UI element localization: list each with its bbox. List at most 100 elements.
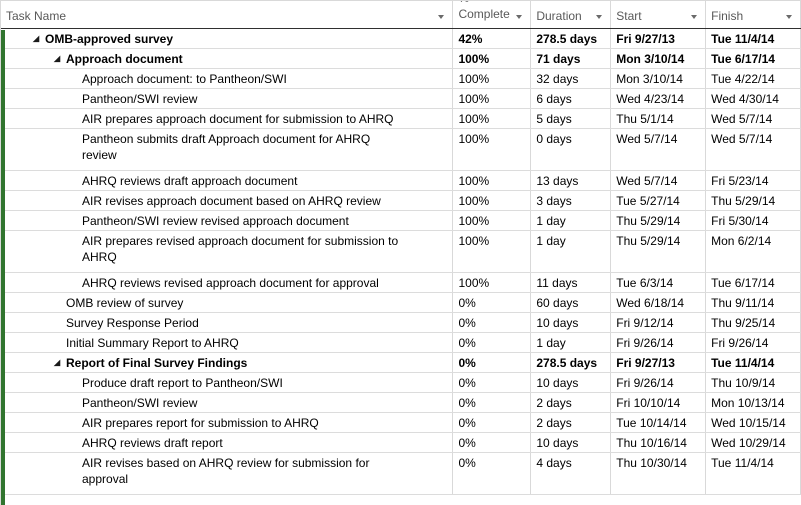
task-start-cell[interactable]: Wed 6/18/14 bbox=[611, 293, 707, 312]
task-finish-cell[interactable]: Wed 5/7/14 bbox=[706, 129, 801, 170]
task-duration-cell[interactable]: 11 days bbox=[531, 273, 612, 292]
task-percent-complete-cell[interactable]: 0% bbox=[453, 433, 532, 452]
task-name-cell[interactable]: AHRQ reviews draft approach document bbox=[1, 171, 454, 190]
task-finish-cell[interactable]: Thu 9/25/14 bbox=[706, 313, 801, 332]
task-start-cell[interactable]: Fri 9/26/14 bbox=[611, 333, 707, 352]
task-start-cell[interactable]: Mon 3/10/14 bbox=[611, 49, 707, 68]
task-duration-cell[interactable]: 278.5 days bbox=[531, 29, 612, 48]
task-duration-cell[interactable]: 32 days bbox=[531, 69, 612, 88]
column-header-percent-complete[interactable]: %Complete bbox=[453, 1, 532, 28]
table-row[interactable]: ◢ Report of Final Survey Findings 0% 278… bbox=[1, 353, 801, 373]
task-name-cell[interactable]: AIR revises based on AHRQ review for sub… bbox=[1, 453, 454, 494]
task-duration-cell[interactable]: 10 days bbox=[531, 433, 612, 452]
task-duration-cell[interactable]: 60 days bbox=[531, 293, 612, 312]
column-header-duration[interactable]: Duration bbox=[531, 1, 612, 28]
task-percent-complete-cell[interactable]: 100% bbox=[453, 49, 532, 68]
collapse-triangle-icon[interactable]: ◢ bbox=[54, 54, 61, 63]
task-duration-cell[interactable]: 2 days bbox=[531, 393, 612, 412]
task-name-cell[interactable]: AIR prepares revised approach document f… bbox=[1, 231, 454, 272]
task-finish-cell[interactable]: Thu 5/29/14 bbox=[706, 191, 801, 210]
task-start-cell[interactable]: Fri 9/26/14 bbox=[611, 373, 707, 392]
task-percent-complete-cell[interactable]: 0% bbox=[453, 393, 532, 412]
task-name-cell[interactable]: Produce draft report to Pantheon/SWI bbox=[1, 373, 454, 392]
task-finish-cell[interactable]: Tue 11/4/14 bbox=[706, 453, 801, 494]
task-start-cell[interactable]: Wed 4/23/14 bbox=[611, 89, 707, 108]
task-name-cell[interactable]: AIR prepares report for submission to AH… bbox=[1, 413, 454, 432]
table-row[interactable]: AIR revises based on AHRQ review for sub… bbox=[1, 453, 801, 495]
column-header-start[interactable]: Start bbox=[611, 1, 707, 28]
task-duration-cell[interactable]: 3 days bbox=[531, 191, 612, 210]
task-start-cell[interactable]: Thu 5/29/14 bbox=[611, 211, 707, 230]
task-duration-cell[interactable]: 4 days bbox=[531, 453, 612, 494]
collapse-triangle-icon[interactable]: ◢ bbox=[33, 34, 40, 43]
task-percent-complete-cell[interactable]: 0% bbox=[453, 313, 532, 332]
table-row[interactable]: Pantheon/SWI review 0% 2 days Fri 10/10/… bbox=[1, 393, 801, 413]
table-row[interactable]: AIR prepares revised approach document f… bbox=[1, 231, 801, 273]
table-row[interactable]: Initial Summary Report to AHRQ 0% 1 day … bbox=[1, 333, 801, 353]
task-start-cell[interactable]: Fri 9/12/14 bbox=[611, 313, 707, 332]
task-percent-complete-cell[interactable]: 42% bbox=[453, 29, 532, 48]
task-finish-cell[interactable]: Tue 6/17/14 bbox=[706, 49, 801, 68]
task-name-cell[interactable]: Survey Response Period bbox=[1, 313, 454, 332]
table-row[interactable]: Approach document: to Pantheon/SWI 100% … bbox=[1, 69, 801, 89]
table-row[interactable]: AHRQ reviews revised approach document f… bbox=[1, 273, 801, 293]
task-start-cell[interactable]: Tue 6/3/14 bbox=[611, 273, 707, 292]
task-start-cell[interactable]: Thu 10/30/14 bbox=[611, 453, 707, 494]
task-start-cell[interactable]: Thu 10/16/14 bbox=[611, 433, 707, 452]
task-percent-complete-cell[interactable]: 100% bbox=[453, 231, 532, 272]
task-name-cell[interactable]: Pantheon/SWI review revised approach doc… bbox=[1, 211, 454, 230]
column-dropdown-icon[interactable] bbox=[786, 15, 792, 19]
task-finish-cell[interactable]: Tue 11/4/14 bbox=[706, 353, 801, 372]
table-row[interactable]: Produce draft report to Pantheon/SWI 0% … bbox=[1, 373, 801, 393]
task-start-cell[interactable]: Fri 9/27/13 bbox=[611, 353, 707, 372]
task-percent-complete-cell[interactable]: 100% bbox=[453, 69, 532, 88]
task-percent-complete-cell[interactable]: 0% bbox=[453, 373, 532, 392]
table-row[interactable]: Survey Response Period 0% 10 days Fri 9/… bbox=[1, 313, 801, 333]
task-finish-cell[interactable]: Mon 6/2/14 bbox=[706, 231, 801, 272]
task-name-cell[interactable]: Pantheon/SWI review bbox=[1, 393, 454, 412]
task-percent-complete-cell[interactable]: 0% bbox=[453, 333, 532, 352]
task-duration-cell[interactable]: 13 days bbox=[531, 171, 612, 190]
task-percent-complete-cell[interactable]: 0% bbox=[453, 293, 532, 312]
table-row[interactable]: AHRQ reviews draft report 0% 10 days Thu… bbox=[1, 433, 801, 453]
task-finish-cell[interactable]: Wed 4/30/14 bbox=[706, 89, 801, 108]
task-name-cell[interactable]: ◢ Approach document bbox=[1, 49, 454, 68]
task-duration-cell[interactable]: 1 day bbox=[531, 333, 612, 352]
task-finish-cell[interactable]: Thu 9/11/14 bbox=[706, 293, 801, 312]
task-start-cell[interactable]: Wed 5/7/14 bbox=[611, 129, 707, 170]
task-finish-cell[interactable]: Wed 10/15/14 bbox=[706, 413, 801, 432]
task-finish-cell[interactable]: Tue 11/4/14 bbox=[706, 29, 801, 48]
column-dropdown-icon[interactable] bbox=[438, 15, 445, 19]
collapse-triangle-icon[interactable]: ◢ bbox=[54, 358, 61, 367]
task-percent-complete-cell[interactable]: 0% bbox=[453, 353, 532, 372]
task-percent-complete-cell[interactable]: 100% bbox=[453, 171, 532, 190]
task-duration-cell[interactable]: 10 days bbox=[531, 373, 612, 392]
task-duration-cell[interactable]: 0 days bbox=[531, 129, 612, 170]
column-dropdown-icon[interactable] bbox=[596, 15, 603, 19]
table-row[interactable]: ◢ OMB-approved survey 42% 278.5 days Fri… bbox=[1, 29, 801, 49]
table-row[interactable]: Pantheon/SWI review 100% 6 days Wed 4/23… bbox=[1, 89, 801, 109]
task-start-cell[interactable]: Thu 5/1/14 bbox=[611, 109, 707, 128]
task-name-cell[interactable]: Initial Summary Report to AHRQ bbox=[1, 333, 454, 352]
table-row[interactable]: ◢ Approach document 100% 71 days Mon 3/1… bbox=[1, 49, 801, 69]
column-dropdown-icon[interactable] bbox=[516, 15, 523, 19]
task-finish-cell[interactable]: Fri 5/23/14 bbox=[706, 171, 801, 190]
table-row[interactable]: OMB review of survey 0% 60 days Wed 6/18… bbox=[1, 293, 801, 313]
task-name-cell[interactable]: AIR prepares approach document for submi… bbox=[1, 109, 454, 128]
task-finish-cell[interactable]: Wed 5/7/14 bbox=[706, 109, 801, 128]
task-percent-complete-cell[interactable]: 100% bbox=[453, 191, 532, 210]
task-percent-complete-cell[interactable]: 0% bbox=[453, 453, 532, 494]
column-header-finish[interactable]: Finish bbox=[706, 1, 801, 28]
task-duration-cell[interactable]: 10 days bbox=[531, 313, 612, 332]
task-name-cell[interactable]: AHRQ reviews draft report bbox=[1, 433, 454, 452]
task-duration-cell[interactable]: 6 days bbox=[531, 89, 612, 108]
task-percent-complete-cell[interactable]: 100% bbox=[453, 211, 532, 230]
task-finish-cell[interactable]: Fri 5/30/14 bbox=[706, 211, 801, 230]
task-finish-cell[interactable]: Fri 9/26/14 bbox=[706, 333, 801, 352]
task-start-cell[interactable]: Fri 9/27/13 bbox=[611, 29, 707, 48]
task-percent-complete-cell[interactable]: 0% bbox=[453, 413, 532, 432]
task-percent-complete-cell[interactable]: 100% bbox=[453, 129, 532, 170]
column-dropdown-icon[interactable] bbox=[691, 15, 698, 19]
table-row[interactable]: AIR prepares report for submission to AH… bbox=[1, 413, 801, 433]
task-name-cell[interactable]: Pantheon/SWI review bbox=[1, 89, 454, 108]
